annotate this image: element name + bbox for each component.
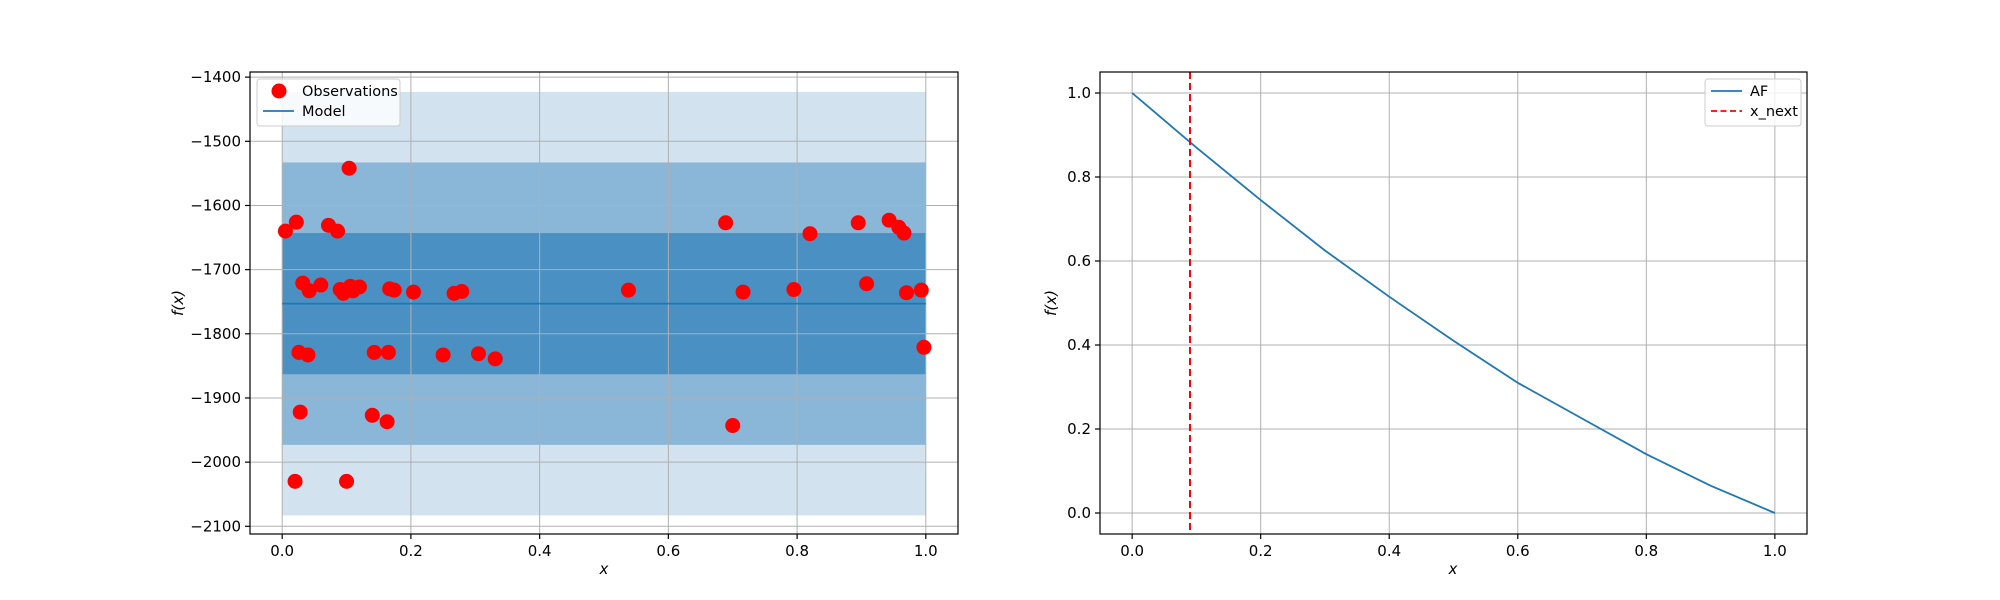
observation-point [454,283,470,299]
right-y-axis-label: f(x) [1042,290,1060,316]
observation-point [786,282,802,298]
left-y-tick-label: −1700 [190,261,241,279]
observation-point [366,344,382,360]
left-y-tick-label: −1400 [190,68,241,86]
left-x-tick-label: 0.8 [785,542,809,560]
observation-point [351,279,367,295]
right-x-tick-label: 0.2 [1249,542,1273,560]
right-y-tick-label: 0.2 [1067,420,1091,438]
observation-point [896,225,912,241]
left-y-axis-label: f(x) [169,290,187,316]
af-curve [1131,92,1776,514]
left-x-tick-label: 1.0 [914,542,938,560]
right-x-tick-label: 0.0 [1120,542,1144,560]
observation-point [300,347,316,363]
right-y-ticks: 0.0 0.2 0.4 0.6 0.8 1.0 [1067,84,1100,522]
left-x-ticks: 0.0 0.2 0.4 0.6 0.8 1.0 [270,534,938,560]
observation-point [916,339,932,355]
left-y-tick-label: −2100 [190,517,241,535]
acquisition-function-panel: 0.0 0.2 0.4 0.6 0.8 1.0 0.00.20.40.60.81.0 x … [1042,71,1808,578]
right-x-tick-label: 1.0 [1763,542,1787,560]
right-y-tick-label: 0.8 [1067,168,1091,186]
right-y-tick-label: 0.0 [1067,504,1091,522]
observation-point [292,404,308,420]
observation-point [859,276,875,292]
right-y-tick-label: 0.6 [1067,252,1091,270]
right-x-ticks: 0.0 0.2 0.4 0.6 0.8 1.0 [1120,534,1787,560]
left-legend-frame [256,78,401,127]
observation-point [330,223,346,239]
left-y-tick-label: −1800 [190,325,241,343]
af-legend-label: AF [1750,84,1768,100]
observation-point [913,282,929,298]
x-next-legend-label: x_next [1750,104,1798,120]
left-y-tick-label: −1600 [190,196,241,214]
left-x-tick-label: 0.4 [528,542,552,560]
observation-point [301,283,317,299]
observation-point [718,215,734,231]
observation-point [435,347,451,363]
observations-legend-label: Observations [302,84,398,100]
right-series [1131,72,1776,534]
observation-point [899,285,915,301]
right-legend: AF x_next [1704,78,1802,127]
right-y-tick-label: 0.4 [1067,336,1091,354]
left-axes-frame [249,71,959,535]
observation-point [287,473,303,489]
observation-point [487,351,503,367]
observation-point [364,407,380,423]
observation-point [620,282,636,298]
right-x-tick-label: 0.6 [1506,542,1530,560]
right-axes-frame [1099,71,1808,535]
left-x-axis-label: x [599,560,609,578]
left-x-tick-label: 0.2 [399,542,423,560]
observation-points [277,160,932,489]
observation-point [380,344,396,360]
left-x-tick-label: 0.0 [270,542,294,560]
left-y-ticks: −2100 −2000 −1900 −1800 −1700 −1600 −1500 −1400 [190,68,250,535]
left-x-tick-label: 0.6 [656,542,680,560]
left-y-tick-label: −2000 [190,453,241,471]
observation-point [339,473,355,489]
right-grid [1100,72,1807,534]
right-x-axis-label: x [1448,560,1458,578]
observation-point [277,223,293,239]
observation-point [725,418,741,434]
observation-point [288,214,304,230]
observations-legend-marker [271,83,287,99]
observation-point [802,226,818,242]
right-x-tick-label: 0.8 [1634,542,1658,560]
right-y-tick-label: 1.0 [1067,84,1091,102]
observation-point [405,284,421,300]
right-x-tick-label: 0.4 [1377,542,1401,560]
model-legend-label: Model [302,104,346,120]
left-y-tick-label: −1500 [190,132,241,150]
observation-point [735,284,751,300]
left-legend: Observations Model [256,78,401,127]
observation-point [386,282,402,298]
observation-point [313,277,329,293]
observation-point [470,346,486,362]
observation-point [341,160,357,176]
left-y-tick-label: −1900 [190,389,241,407]
observation-point [850,215,866,231]
observation-point [379,414,395,430]
observations-model-panel: 0.0 0.2 0.4 0.6 0.8 1.0 −2100−2000−1900−1800−… [169,68,959,578]
